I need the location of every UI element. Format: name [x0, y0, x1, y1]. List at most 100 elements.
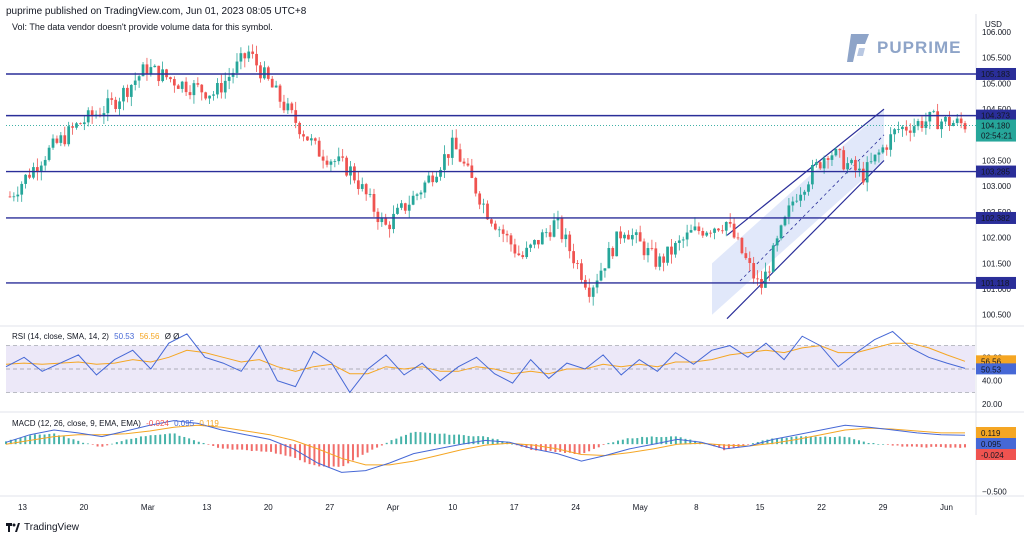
candle-body[interactable] — [219, 83, 223, 93]
candle-body[interactable] — [854, 159, 857, 171]
candle-body[interactable] — [79, 123, 82, 125]
macd-pane[interactable] — [5, 420, 966, 473]
candle-body[interactable] — [149, 67, 153, 75]
candle-body[interactable] — [486, 203, 489, 220]
candle-body[interactable] — [415, 194, 419, 196]
candle-body[interactable] — [20, 183, 24, 195]
candle-body[interactable] — [912, 126, 916, 133]
rsi-ma-tag[interactable] — [976, 355, 1016, 367]
candle-body[interactable] — [736, 237, 740, 239]
candle-body[interactable] — [243, 53, 247, 59]
candle-body[interactable] — [423, 182, 427, 193]
candle-body[interactable] — [936, 111, 940, 130]
candle-body[interactable] — [251, 51, 255, 54]
candle-body[interactable] — [732, 223, 736, 238]
candle-body[interactable] — [458, 149, 462, 162]
candle-body[interactable] — [838, 148, 842, 151]
candle-body[interactable] — [39, 165, 43, 172]
candle-body[interactable] — [670, 246, 673, 255]
candle-body[interactable] — [110, 98, 114, 100]
candle-body[interactable] — [685, 232, 689, 240]
candle-body[interactable] — [388, 224, 392, 230]
candle-body[interactable] — [932, 111, 936, 113]
candle-body[interactable] — [176, 85, 180, 89]
candle-body[interactable] — [525, 247, 529, 258]
candle-body[interactable] — [916, 121, 920, 127]
candle-body[interactable] — [122, 87, 125, 102]
candle-body[interactable] — [630, 235, 634, 240]
candle-body[interactable] — [380, 217, 384, 223]
candle-body[interactable] — [752, 263, 756, 279]
candle-body[interactable] — [403, 203, 407, 211]
candle-body[interactable] — [286, 103, 290, 111]
candle-body[interactable] — [266, 67, 270, 79]
rsi-pane[interactable] — [5, 330, 975, 394]
candle-body[interactable] — [881, 147, 885, 153]
candle-body[interactable] — [556, 218, 560, 221]
candle-body[interactable] — [607, 247, 611, 269]
candle-body[interactable] — [419, 192, 423, 195]
candle-body[interactable] — [129, 84, 133, 97]
candle-body[interactable] — [161, 69, 164, 82]
rsi-line[interactable] — [5, 330, 966, 394]
candle-body[interactable] — [908, 130, 912, 133]
candle-body[interactable] — [75, 123, 78, 128]
candle-body[interactable] — [317, 140, 321, 157]
candle-body[interactable] — [560, 218, 564, 240]
candle-body[interactable] — [717, 228, 720, 231]
candle-body[interactable] — [517, 253, 521, 256]
time-axis[interactable]: 13 20 Mar 13 20 27 Apr 10 17 24 May 8 15 22 29 Jun — [18, 503, 953, 512]
candle-body[interactable] — [353, 166, 356, 181]
candle-body[interactable] — [928, 111, 932, 122]
candle-body[interactable] — [885, 147, 889, 150]
candle-body[interactable] — [141, 64, 145, 77]
rsi-legend[interactable]: RSI (14, close, SMA, 14, 2) 50.53 56.56 … — [12, 332, 182, 341]
candle-body[interactable] — [783, 216, 787, 226]
candle-body[interactable] — [893, 129, 896, 135]
candle-body[interactable] — [576, 263, 579, 264]
candle-body[interactable] — [188, 92, 192, 96]
level-price-tag[interactable] — [976, 211, 1016, 224]
candle-body[interactable] — [540, 232, 544, 245]
candle-body[interactable] — [290, 103, 294, 111]
candle-body[interactable] — [341, 156, 345, 158]
candle-body[interactable] — [619, 231, 622, 239]
candle-body[interactable] — [959, 118, 963, 124]
candle-body[interactable] — [587, 287, 591, 297]
candle-body[interactable] — [208, 95, 211, 99]
candle-body[interactable] — [861, 168, 865, 183]
candle-body[interactable] — [35, 167, 39, 172]
macd-hist-tag[interactable] — [976, 449, 1016, 460]
candle-body[interactable] — [106, 98, 110, 114]
candle-body[interactable] — [603, 268, 607, 271]
candle-body[interactable] — [450, 137, 454, 158]
candle-body[interactable] — [697, 226, 701, 232]
candle-body[interactable] — [165, 69, 168, 78]
candle-body[interactable] — [756, 278, 759, 280]
candle-body[interactable] — [294, 110, 298, 123]
level-price-tag[interactable] — [976, 109, 1016, 122]
candle-body[interactable] — [400, 203, 403, 208]
candle-body[interactable] — [951, 122, 955, 126]
candle-body[interactable] — [368, 193, 372, 195]
candle-body[interactable] — [196, 83, 200, 85]
candle-body[interactable] — [505, 233, 509, 236]
candle-body[interactable] — [133, 80, 137, 85]
candle-body[interactable] — [90, 110, 94, 117]
candle-body[interactable] — [102, 113, 106, 117]
candle-body[interactable] — [71, 126, 74, 128]
candle-body[interactable] — [411, 195, 415, 205]
candle-body[interactable] — [313, 138, 317, 141]
candle-body[interactable] — [216, 83, 219, 95]
candle-body[interactable] — [478, 193, 482, 205]
candle-body[interactable] — [787, 205, 791, 217]
candle-body[interactable] — [345, 157, 348, 176]
signal-tag[interactable] — [976, 427, 1016, 438]
candle-body[interactable] — [904, 126, 908, 131]
candle-body[interactable] — [920, 121, 924, 128]
candle-body[interactable] — [583, 279, 587, 288]
candle-body[interactable] — [677, 240, 681, 243]
candle-body[interactable] — [12, 196, 16, 198]
candle-body[interactable] — [850, 159, 853, 164]
level-price-tag[interactable] — [976, 67, 1016, 80]
